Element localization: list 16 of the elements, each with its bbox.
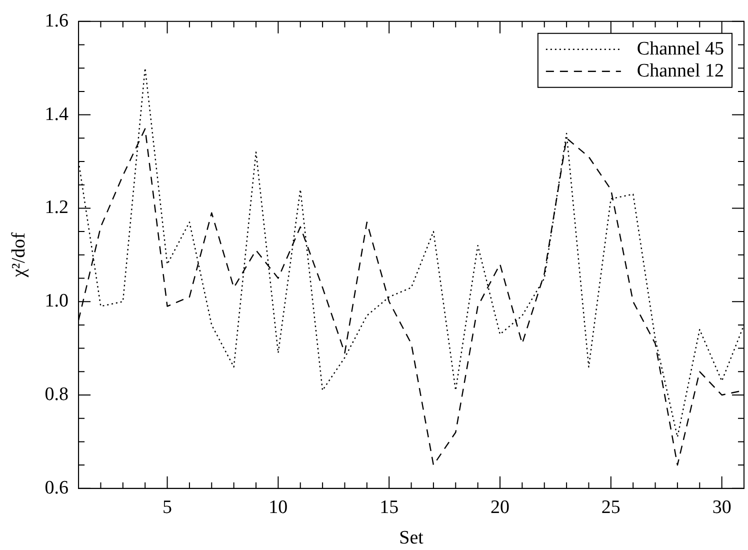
legend-label: Channel 45: [636, 38, 724, 60]
legend-label: Channel 12: [636, 60, 724, 82]
x-tick-label: 25: [601, 496, 620, 518]
y-tick-label: 1.2: [44, 197, 69, 218]
x-axis-title: Set: [399, 528, 424, 549]
y-tick-label: 1.4: [44, 104, 70, 125]
x-tick-label: 20: [490, 496, 510, 518]
x-tick-label: 5: [162, 496, 172, 518]
x-tick-label: 15: [380, 496, 399, 518]
y-axis-title: χ²/dof: [8, 232, 30, 278]
x-tick-label: 10: [268, 496, 288, 518]
y-tick-label: 0.6: [44, 477, 69, 498]
x-tick-label: 30: [712, 496, 732, 518]
y-tick-label: 1.6: [44, 10, 69, 32]
y-tick-label: 1.0: [44, 290, 69, 312]
y-tick-label: 0.8: [44, 384, 69, 405]
